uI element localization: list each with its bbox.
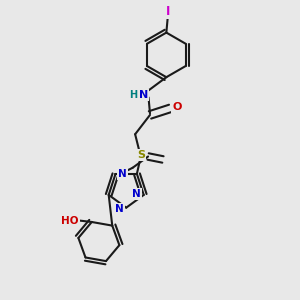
Text: N: N [118,169,127,179]
Text: O: O [172,103,182,112]
Text: S: S [137,150,145,160]
Text: N: N [132,189,141,199]
Text: N: N [115,204,124,214]
Text: HO: HO [61,215,79,226]
Text: H: H [130,90,138,100]
Text: N: N [139,90,148,100]
Text: I: I [166,5,170,18]
